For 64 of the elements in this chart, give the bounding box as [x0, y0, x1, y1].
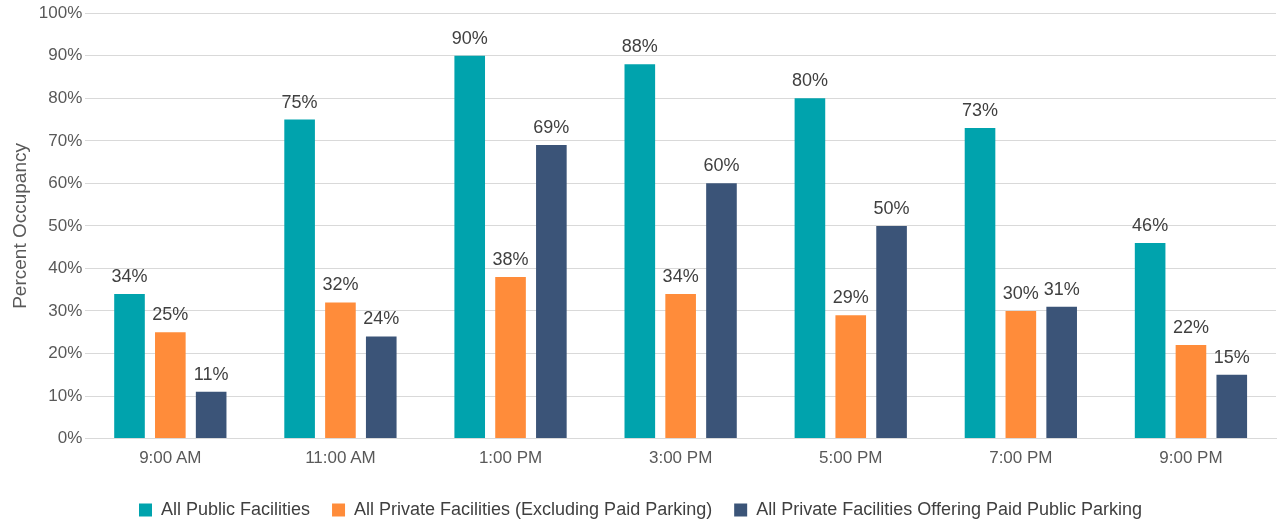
legend-label: All Public Facilities: [160, 498, 311, 519]
data-label: 38%: [492, 248, 529, 269]
data-label: 34%: [111, 265, 148, 286]
y-tick-label: 70%: [48, 130, 83, 150]
data-label: 34%: [662, 265, 699, 286]
data-label: 22%: [1172, 316, 1209, 337]
bar: [114, 293, 145, 439]
y-tick-label: 40%: [48, 258, 83, 278]
y-tick-label: 60%: [48, 173, 83, 193]
y-tick-label: 50%: [48, 215, 83, 235]
y-tick-label: 0%: [57, 428, 83, 448]
data-label: 15%: [1213, 346, 1250, 367]
bar: [1216, 374, 1248, 439]
legend-label: All Private Facilities Offering Paid Public Parking: [756, 498, 1143, 519]
data-label: 90%: [451, 27, 488, 48]
bar: [454, 55, 486, 439]
legend-label: All Private Facilities (Excluding Paid Parking): [354, 498, 713, 519]
data-label: 50%: [873, 197, 910, 218]
y-tick-label: 20%: [48, 343, 83, 363]
bar: [1005, 310, 1037, 439]
data-label: 31%: [1043, 278, 1080, 299]
bar: [495, 276, 526, 439]
y-axis-title: Percent Occupancy: [8, 142, 30, 309]
data-label: 24%: [363, 308, 400, 329]
data-label: 88%: [621, 36, 658, 57]
bar: [155, 332, 186, 439]
x-tick-label: 1:00 PM: [478, 448, 543, 468]
x-tick-label: 11:00 AM: [305, 448, 376, 468]
x-tick-label: 7:00 PM: [989, 448, 1053, 468]
bar: [624, 64, 656, 439]
bar: [1134, 242, 1166, 439]
data-label: 30%: [1002, 282, 1039, 303]
bar: [284, 119, 315, 439]
bar: [325, 302, 356, 439]
x-tick-label: 9:00 PM: [1159, 448, 1223, 468]
bar: [365, 336, 397, 439]
data-label: 80%: [791, 70, 828, 91]
data-label: 73%: [962, 100, 999, 121]
bar: [536, 145, 567, 439]
data-label: 46%: [1132, 214, 1169, 235]
bar: [665, 293, 696, 439]
bar: [1175, 345, 1207, 439]
bar: [1046, 306, 1077, 439]
x-tick-label: 3:00 PM: [648, 448, 713, 468]
bar: [876, 225, 907, 439]
y-tick-label: 90%: [48, 45, 83, 65]
y-tick-label: 100%: [38, 2, 83, 22]
data-label: 25%: [152, 304, 189, 325]
bar: [964, 128, 996, 439]
data-label: 29%: [832, 287, 869, 308]
x-tick-label: 9:00 AM: [139, 448, 202, 468]
y-tick-label: 30%: [48, 300, 83, 320]
data-label: 69%: [533, 117, 570, 138]
bar: [835, 315, 867, 439]
bar: [794, 98, 826, 439]
bar: [706, 183, 737, 439]
data-label: 75%: [281, 91, 318, 112]
data-label: 11%: [193, 363, 229, 384]
data-label: 60%: [703, 155, 740, 176]
x-tick-label: 5:00 PM: [819, 448, 883, 468]
data-label: 32%: [322, 274, 359, 295]
bar: [195, 391, 227, 439]
y-tick-label: 80%: [48, 87, 83, 107]
y-tick-label: 10%: [48, 385, 83, 405]
